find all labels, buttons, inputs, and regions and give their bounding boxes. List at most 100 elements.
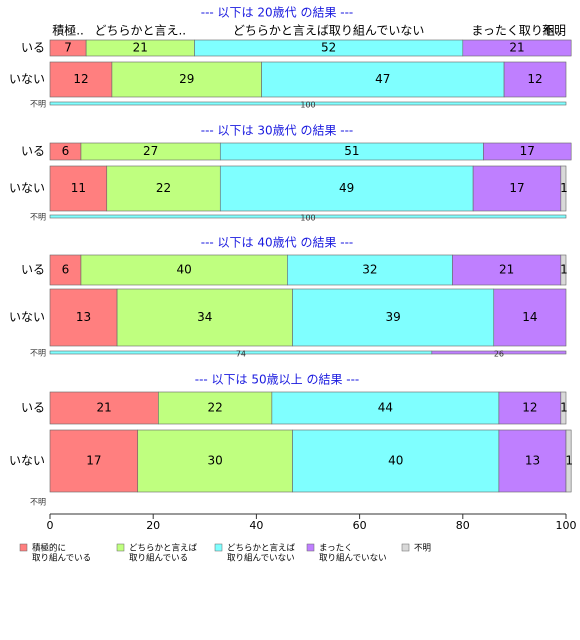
legend-label: 積極的に <box>32 543 66 554</box>
row-label: いる <box>21 401 45 415</box>
row-label: いる <box>21 263 45 277</box>
bar-segment <box>292 429 500 493</box>
legend-label: どちらかと言えば <box>129 543 198 554</box>
row-label: いない <box>9 310 45 324</box>
header-label: どちらかと言え.. <box>94 24 186 38</box>
value-label: 51 <box>344 144 359 158</box>
bar-segment <box>271 391 500 425</box>
bar-segment <box>49 429 139 493</box>
value-label: 6 <box>62 263 70 277</box>
bar-segment <box>49 391 159 425</box>
row-label: 不明 <box>30 213 46 222</box>
value-label: 49 <box>339 181 354 195</box>
bar-segment <box>472 165 562 212</box>
bar-segment <box>498 429 567 493</box>
legend-swatch <box>214 543 223 552</box>
bar-segment <box>158 391 273 425</box>
header-label: まったく取り組.. <box>471 24 562 38</box>
legend-swatch <box>116 543 125 552</box>
value-label: 29 <box>179 72 194 86</box>
value-label: 13 <box>525 454 540 468</box>
value-label: 13 <box>76 310 91 324</box>
value-label: 7 <box>64 41 72 55</box>
value-label: 17 <box>509 181 524 195</box>
value-label: 17 <box>86 454 101 468</box>
bar-segment <box>219 165 474 212</box>
value-label: 1 <box>565 454 573 468</box>
bar-segment <box>261 61 505 98</box>
value-label: 74 <box>236 350 246 359</box>
value-label: 30 <box>207 454 222 468</box>
value-label: 21 <box>499 263 514 277</box>
bar-segment <box>560 391 567 425</box>
legend-label: 取り組んでいる <box>129 553 188 564</box>
legend-swatch <box>306 543 315 552</box>
value-label: 12 <box>527 72 542 86</box>
panel-title: --- 以下は 30歳代 の結果 --- <box>201 124 354 138</box>
bar-segment <box>49 288 118 347</box>
value-label: 6 <box>62 144 70 158</box>
bar-segment <box>292 288 495 347</box>
x-tick-label: 80 <box>456 519 470 532</box>
bar-segment <box>483 142 572 161</box>
value-label: 52 <box>321 41 336 55</box>
value-label: 21 <box>97 401 112 415</box>
bar-segment <box>560 254 567 286</box>
value-label: 40 <box>388 454 403 468</box>
legend-label: 取り組んでいない <box>319 553 387 564</box>
bar-segment <box>106 165 221 212</box>
legend-label: 取り組んでいる <box>32 553 91 564</box>
bar-segment <box>498 391 562 425</box>
row-label: 不明 <box>30 498 46 507</box>
row-label: いない <box>9 72 45 86</box>
bar-segment <box>560 165 567 212</box>
x-tick-label: 40 <box>249 519 263 532</box>
value-label: 12 <box>522 401 537 415</box>
legend-label: どちらかと言えば <box>227 543 296 554</box>
bar-segment <box>116 288 293 347</box>
value-label: 1 <box>560 263 568 277</box>
bar-segment <box>431 350 567 355</box>
value-label: 34 <box>197 310 212 324</box>
value-label: 17 <box>520 144 535 158</box>
bar-segment <box>493 288 567 347</box>
value-label: 1 <box>560 181 568 195</box>
value-label: 14 <box>522 310 537 324</box>
value-label: 11 <box>71 181 86 195</box>
value-label: 12 <box>73 72 88 86</box>
bar-segment <box>462 39 572 57</box>
row-label: いない <box>9 181 45 195</box>
value-label: 21 <box>133 41 148 55</box>
bar-segment <box>287 254 453 286</box>
legend-swatch <box>19 543 28 552</box>
value-label: 22 <box>207 401 222 415</box>
legend-swatch <box>401 543 410 552</box>
x-tick-label: 100 <box>556 519 577 532</box>
row-label: 不明 <box>30 349 46 358</box>
bar-segment <box>49 214 567 219</box>
x-tick-label: 60 <box>353 519 367 532</box>
value-label: 26 <box>494 350 504 359</box>
legend-label: 取り組んでいない <box>227 553 295 564</box>
panel-title: --- 以下は 20歳代 の結果 --- <box>201 6 354 20</box>
value-label: 100 <box>300 101 315 110</box>
header-label: どちらかと言えば取り組んでいない <box>233 24 424 38</box>
value-label: 27 <box>143 144 158 158</box>
bar-segment <box>565 429 572 493</box>
row-label: いない <box>9 454 45 468</box>
value-label: 21 <box>509 41 524 55</box>
bar-segment <box>137 429 293 493</box>
x-tick-label: 0 <box>47 519 54 532</box>
panel-title: --- 以下は 50歳以上 の結果 --- <box>195 373 360 387</box>
bar-segment <box>503 61 567 98</box>
value-label: 100 <box>300 214 315 223</box>
value-label: 40 <box>177 263 192 277</box>
x-tick-label: 20 <box>146 519 160 532</box>
legend-label: まったく <box>319 544 353 554</box>
legend-label: 不明 <box>414 544 431 554</box>
bar-segment <box>49 61 113 98</box>
value-label: 22 <box>156 181 171 195</box>
value-label: 39 <box>385 310 400 324</box>
header-label: 積極.. <box>52 23 84 38</box>
